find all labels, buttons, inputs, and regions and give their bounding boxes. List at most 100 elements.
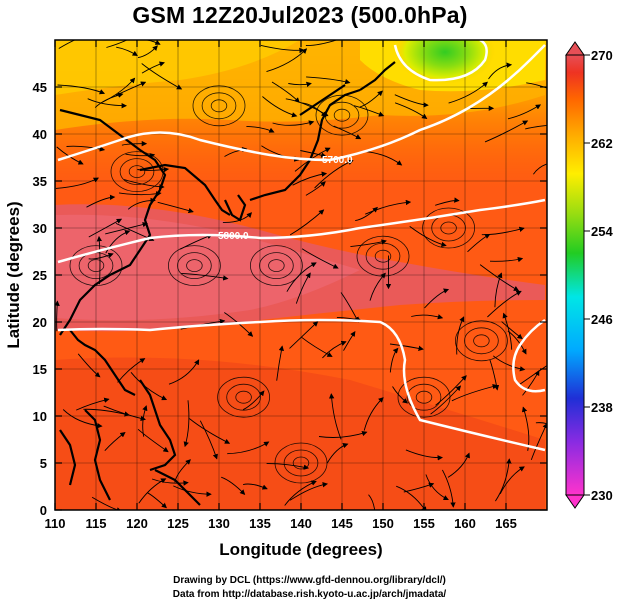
colorbar-tick-label: 238 — [591, 400, 613, 415]
streamline — [103, 405, 146, 421]
streamline-eddy — [464, 327, 499, 355]
map-title: GSM 12Z20Jul2023 (500.0hPa) — [132, 2, 468, 28]
streamline — [340, 292, 359, 323]
y-tick-label: 35 — [33, 174, 47, 189]
streamline — [137, 166, 170, 173]
streamline — [91, 496, 122, 510]
streamline — [125, 153, 156, 159]
streamline — [88, 218, 123, 238]
streamline — [301, 336, 333, 357]
streamline — [430, 385, 462, 415]
streamline — [55, 177, 99, 189]
streamline — [495, 458, 512, 502]
y-tick-label: 45 — [33, 80, 47, 95]
streamline — [55, 300, 60, 332]
x-tick-label: 145 — [331, 516, 353, 531]
streamline-eddy — [292, 456, 310, 470]
streamline — [62, 409, 103, 429]
contour-5700-loop — [393, 40, 488, 82]
streamline — [289, 321, 319, 349]
streamline — [425, 474, 449, 501]
streamline — [242, 483, 268, 490]
streamline — [141, 63, 183, 90]
streamline — [96, 235, 103, 285]
streamline-eddy — [365, 242, 401, 270]
streamline — [87, 98, 127, 109]
colorbar-bottom-arrow — [565, 494, 585, 509]
streamline — [322, 340, 347, 359]
streamline — [392, 386, 409, 404]
x-tick-label: 120 — [126, 516, 148, 531]
streamline — [106, 40, 128, 48]
streamline — [424, 288, 450, 309]
streamline — [364, 150, 403, 166]
streamline — [173, 485, 212, 497]
streamline — [66, 145, 106, 152]
streamline — [105, 221, 148, 235]
streamline — [147, 492, 167, 509]
streamline-eddy — [333, 108, 351, 122]
x-tick-label: 135 — [249, 516, 271, 531]
streamline — [369, 272, 386, 301]
contour-5800 — [57, 198, 546, 264]
streamline-eddy — [415, 390, 433, 404]
streamline-eddy — [210, 99, 228, 113]
streamline — [104, 431, 126, 452]
streamline — [359, 90, 383, 108]
y-axis: 0 5 10 15 20 25 30 35 40 45 — [33, 80, 547, 518]
streamline — [501, 321, 523, 340]
streamline — [227, 441, 270, 455]
streamline — [525, 125, 547, 130]
x-tick-label: 150 — [372, 516, 394, 531]
streamline — [389, 343, 424, 351]
streamline-eddy — [422, 207, 476, 249]
streamline — [442, 469, 456, 508]
streamline — [365, 199, 412, 215]
streamline-eddy — [177, 252, 212, 280]
streamline-eddy — [226, 383, 261, 411]
streamline-eddy — [283, 449, 319, 477]
colorbar-tick-label: 246 — [591, 312, 613, 327]
streamline — [306, 76, 351, 85]
streamline-eddy — [268, 259, 285, 273]
y-axis-label: Latitude (degrees) — [4, 201, 23, 348]
streamline — [343, 331, 356, 351]
streamline-eddy — [201, 92, 237, 120]
colorbar-tick-label: 262 — [591, 136, 613, 151]
streamline — [448, 81, 488, 104]
streamline — [181, 272, 229, 281]
streamline — [518, 365, 547, 386]
streamline — [57, 84, 106, 95]
streamline — [522, 370, 540, 396]
streamline — [481, 226, 525, 236]
streamline — [271, 81, 300, 103]
streamline — [435, 197, 460, 206]
streamline-eddy — [87, 259, 105, 273]
streamline-eddy — [249, 245, 303, 287]
streamline — [494, 272, 503, 308]
streamline — [487, 290, 522, 318]
streamline — [168, 359, 200, 385]
streamline — [368, 494, 376, 510]
contour-5900 — [57, 318, 546, 452]
streamline — [318, 430, 368, 438]
streamline-eddy — [356, 235, 410, 277]
streamline — [292, 171, 328, 186]
y-tick-label: 10 — [33, 409, 47, 424]
streamline — [305, 40, 346, 46]
streamline — [405, 449, 443, 461]
streamline-eddy — [406, 383, 442, 411]
streamline — [394, 94, 429, 108]
colorbar: 270 262 254 246 238 230 — [565, 41, 613, 509]
streamline — [101, 77, 136, 104]
streamline — [289, 209, 325, 236]
streamline — [521, 406, 530, 451]
streamline — [266, 463, 310, 470]
streamline — [533, 163, 547, 175]
y-tick-label: 25 — [33, 268, 47, 283]
streamline — [389, 347, 399, 373]
x-axis: 110 115 120 125 130 135 140 145 150 155 160 165 — [45, 40, 517, 531]
x-tick-label: 165 — [495, 516, 517, 531]
